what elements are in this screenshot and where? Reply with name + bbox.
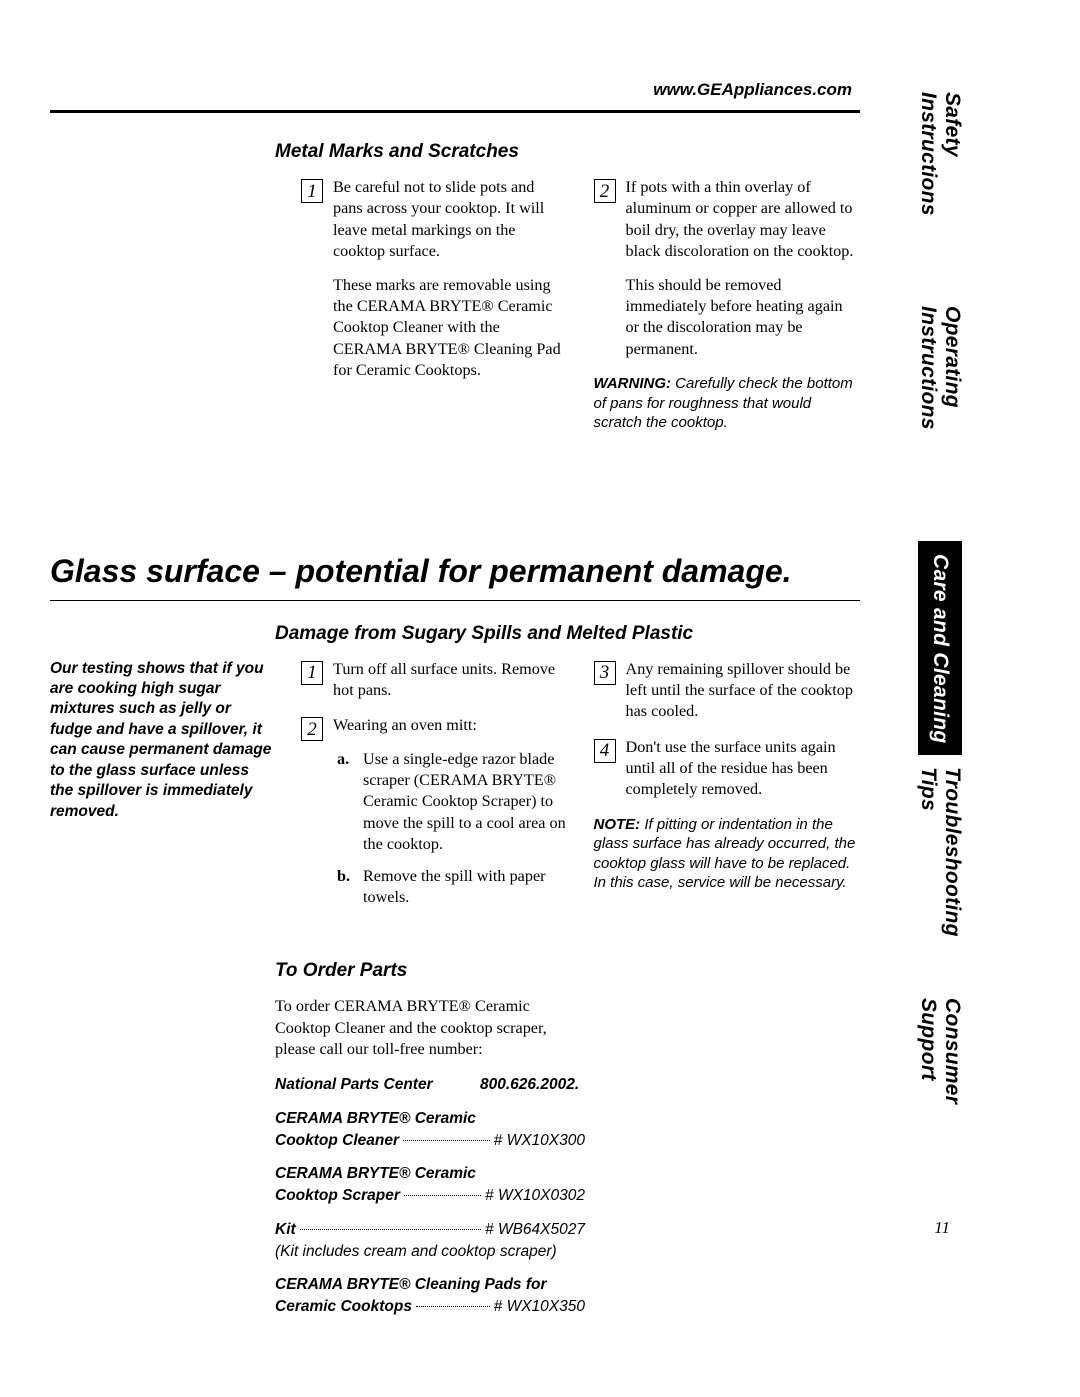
part4-num: # WX10X350 <box>494 1296 585 1318</box>
glass-step1-text: Turn off all surface units. Remove hot p… <box>333 659 568 702</box>
npc-phone: 800.626.2002. <box>480 1076 579 1093</box>
metal-left-spacer <box>50 177 275 433</box>
step-number-icon: 4 <box>594 739 616 763</box>
dot-leader <box>403 1140 490 1141</box>
metal-col-1: 1 Be careful not to slide pots and pans … <box>301 177 568 433</box>
order-body: To order CERAMA BRYTE® Ceramic Cooktop C… <box>275 996 585 1317</box>
glass-sublist: a. Use a single-edge razor blade scraper… <box>337 749 568 909</box>
part-cleaner: CERAMA BRYTE® Ceramic Cooktop Cleaner # … <box>275 1108 585 1151</box>
page-content: www.GEAppliances.com Metal Marks and Scr… <box>50 80 860 1330</box>
header-url: www.GEAppliances.com <box>50 80 860 100</box>
glass-step2b-text: Remove the spill with paper towels. <box>363 866 568 909</box>
part1-num: # WX10X300 <box>494 1130 585 1152</box>
part3-num: # WB64X5027 <box>485 1219 585 1241</box>
part4-name: Ceramic Cooktops <box>275 1296 412 1318</box>
metal-1-p1: Be careful not to slide pots and pans ac… <box>333 177 568 263</box>
metal-item-1: 1 Be careful not to slide pots and pans … <box>301 177 568 381</box>
glass-left-note: Our testing shows that if you are cookin… <box>50 659 275 933</box>
npc-row: National Parts Center 800.626.2002. <box>275 1074 585 1096</box>
part3-note: (Kit includes cream and cooktop scraper) <box>275 1241 585 1263</box>
glass-col-2: 3 Any remaining spillover should be left… <box>594 659 861 933</box>
glass-step-4: 4 Don't use the surface units again unti… <box>594 737 861 801</box>
part-kit: Kit # WB64X5027 (Kit includes cream and … <box>275 1219 585 1262</box>
part-pads: CERAMA BRYTE® Cleaning Pads for Ceramic … <box>275 1274 585 1317</box>
step-number-icon: 1 <box>301 179 323 203</box>
glass-step2-lead: Wearing an oven mitt: <box>333 715 568 736</box>
glass-heading: Damage from Sugary Spills and Melted Pla… <box>275 623 860 645</box>
glass-step2b: b. Remove the spill with paper towels. <box>337 866 568 909</box>
note-label: NOTE: <box>594 816 641 833</box>
tab-safety[interactable]: Safety Instructions <box>918 80 962 294</box>
part2-num: # WX10X0302 <box>485 1185 585 1207</box>
top-rule <box>50 110 860 113</box>
part4-l1: CERAMA BRYTE® Cleaning Pads for <box>275 1274 585 1296</box>
part1-name: Cooktop Cleaner <box>275 1130 399 1152</box>
glass-section: Our testing shows that if you are cookin… <box>50 659 860 933</box>
step-number-icon: 2 <box>301 717 323 741</box>
tab-troubleshooting[interactable]: Troubleshooting Tips <box>918 755 962 986</box>
npc-label: National Parts Center <box>275 1076 433 1093</box>
tab-operating[interactable]: Operating Instructions <box>918 294 962 541</box>
glass-step-1: 1 Turn off all surface units. Remove hot… <box>301 659 568 702</box>
part2-l1: CERAMA BRYTE® Ceramic <box>275 1163 585 1185</box>
metal-item-2: 2 If pots with a thin overlay of aluminu… <box>594 177 861 360</box>
glass-step3-text: Any remaining spillover should be left u… <box>626 659 861 723</box>
step-number-icon: 1 <box>301 661 323 685</box>
glass-step2a-text: Use a single-edge razor blade scraper (C… <box>363 749 568 856</box>
tab-consumer-support[interactable]: Consumer Support <box>918 986 962 1200</box>
dot-leader <box>300 1229 481 1230</box>
part2-name: Cooktop Scraper <box>275 1185 400 1207</box>
glass-step2a: a. Use a single-edge razor blade scraper… <box>337 749 568 856</box>
side-tabs: Safety Instructions Operating Instructio… <box>918 80 962 1200</box>
tab-care-cleaning[interactable]: Care and Cleaning <box>918 541 962 755</box>
glass-note: Our testing shows that if you are cookin… <box>50 659 275 823</box>
glass-note-block: NOTE: If pitting or indentation in the g… <box>594 815 861 893</box>
glass-step-2: 2 Wearing an oven mitt: a. Use a single-… <box>301 715 568 918</box>
step-number-icon: 2 <box>594 179 616 203</box>
glass-title: Glass surface – potential for permanent … <box>50 553 860 590</box>
metal-section: 1 Be careful not to slide pots and pans … <box>50 177 860 433</box>
metal-warning: WARNING: Carefully check the bottom of p… <box>594 374 861 433</box>
glass-step-3: 3 Any remaining spillover should be left… <box>594 659 861 723</box>
warning-label: WARNING: <box>594 375 672 392</box>
page-number: 11 <box>934 1218 950 1238</box>
part3-name: Kit <box>275 1219 296 1241</box>
order-intro: To order CERAMA BRYTE® Ceramic Cooktop C… <box>275 996 585 1060</box>
step-number-icon: 3 <box>594 661 616 685</box>
parts-list: National Parts Center 800.626.2002. CERA… <box>275 1074 585 1317</box>
metal-2-p2: This should be removed immediately befor… <box>626 275 861 361</box>
order-heading: To Order Parts <box>275 960 860 982</box>
part1-l1: CERAMA BRYTE® Ceramic <box>275 1108 585 1130</box>
part-scraper: CERAMA BRYTE® Ceramic Cooktop Scraper # … <box>275 1163 585 1206</box>
metal-1-p2: These marks are removable using the CERA… <box>333 275 568 382</box>
glass-step4-text: Don't use the surface units again until … <box>626 737 861 801</box>
glass-rule <box>50 600 860 601</box>
dot-leader <box>404 1195 481 1196</box>
sub-label-b: b. <box>337 866 355 909</box>
glass-col-1: 1 Turn off all surface units. Remove hot… <box>301 659 568 933</box>
metal-2-p1: If pots with a thin overlay of aluminum … <box>626 177 861 263</box>
metal-col-2: 2 If pots with a thin overlay of aluminu… <box>594 177 861 433</box>
sub-label-a: a. <box>337 749 355 856</box>
dot-leader <box>416 1306 490 1307</box>
metal-heading: Metal Marks and Scratches <box>275 141 860 163</box>
